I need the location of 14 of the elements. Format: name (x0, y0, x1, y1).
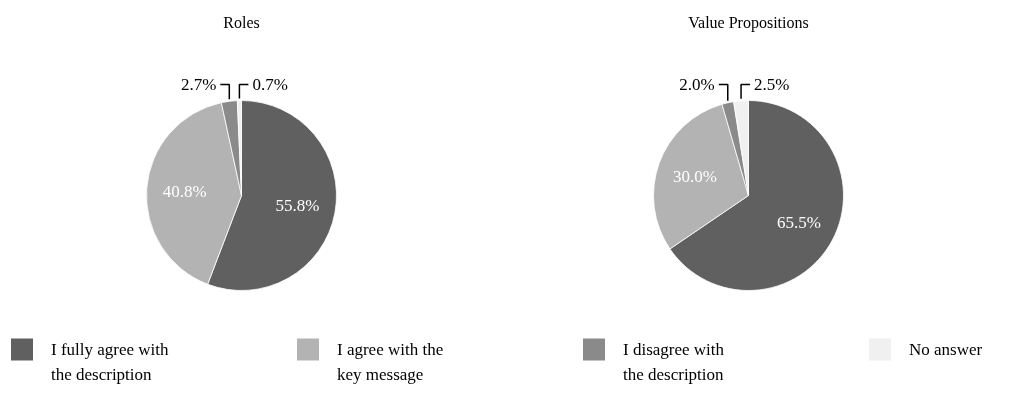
legend-label: I agree with the key message (337, 340, 444, 384)
data-label: 55.8% (275, 196, 320, 216)
legend-label: I disagree with the description (623, 340, 725, 384)
legend-label: I fully agree with the description (51, 340, 170, 384)
data-label: 65.5% (776, 212, 821, 232)
data-label: 2.5% (754, 75, 790, 94)
data-label: 40.8% (162, 181, 207, 201)
data-label: 2.7% (180, 75, 217, 94)
legend-label: No answer (909, 340, 983, 359)
chart-title: Value Propositions (688, 14, 809, 32)
chart-title: Roles (223, 14, 260, 31)
data-label: 2.0% (679, 75, 715, 94)
data-label: 0.7% (252, 75, 288, 94)
data-label: 30.0% (672, 166, 717, 186)
